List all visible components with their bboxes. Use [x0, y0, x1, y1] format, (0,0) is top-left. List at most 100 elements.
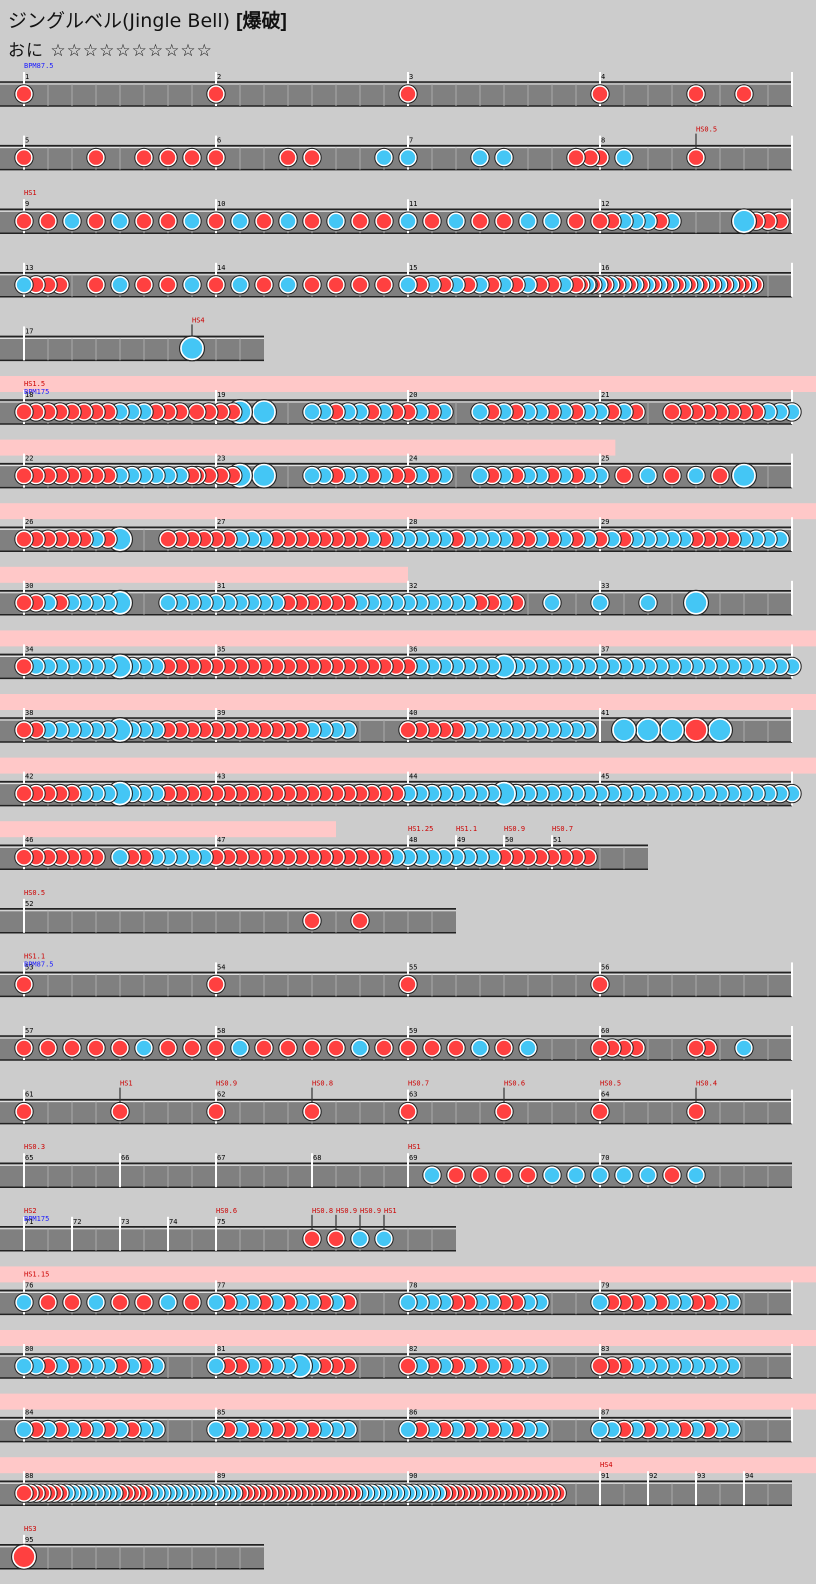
note-outline [86, 211, 106, 231]
note-outline [11, 1543, 37, 1570]
don-note [591, 85, 609, 103]
bar-number: 32 [409, 582, 417, 590]
note-outline [134, 1292, 154, 1313]
don-note [351, 911, 369, 930]
ka-note [519, 212, 537, 230]
note-track [0, 908, 456, 933]
ka-note [159, 1293, 177, 1312]
ka-note [231, 1039, 249, 1057]
don-note [399, 975, 417, 994]
bar-number: 72 [73, 1218, 81, 1226]
don-note [15, 148, 33, 167]
scroll-label: HS1.25 [408, 825, 433, 833]
ka-note [111, 212, 129, 230]
scroll-zone-highlight [0, 503, 816, 520]
bar-number: 88 [25, 1472, 33, 1480]
note-track [0, 1163, 792, 1188]
note-outline [470, 402, 490, 422]
bar-number: 52 [25, 900, 33, 908]
note-outline [446, 1165, 466, 1185]
ka-note [252, 400, 276, 424]
bar-number: 91 [601, 1472, 609, 1480]
scroll-label: HS0.9 [216, 1080, 237, 1088]
don-note [15, 85, 33, 103]
don-note [39, 1293, 57, 1312]
note-outline [230, 275, 250, 295]
scroll-label: HS1.15 [24, 1270, 49, 1278]
note-outline [38, 1292, 58, 1313]
ka-note [303, 403, 321, 421]
note-outline [14, 1356, 34, 1376]
ka-note [375, 1230, 393, 1248]
note-outline [158, 147, 178, 168]
bar-number: 59 [409, 1027, 417, 1035]
ka-note [732, 463, 756, 488]
don-note [591, 1357, 609, 1375]
note-outline [731, 208, 757, 235]
don-note [687, 1102, 705, 1121]
note-outline [614, 1165, 634, 1185]
ka-note [207, 1420, 225, 1439]
bar-number: 65 [25, 1154, 33, 1162]
scroll-label: HS0.5 [24, 889, 45, 897]
note-outline [110, 1038, 130, 1058]
bar-number: 8 [601, 137, 605, 145]
note-outline [686, 147, 706, 168]
note-outline [179, 335, 205, 362]
bar-number: 46 [25, 836, 33, 844]
note-outline [14, 1101, 34, 1122]
ka-note [207, 1293, 225, 1312]
scroll-label: HS1 [24, 189, 37, 197]
don-note [423, 212, 441, 230]
note-outline [158, 211, 178, 231]
don-note [15, 1039, 33, 1057]
bar-number: 26 [25, 518, 33, 526]
note-outline [14, 211, 34, 231]
scroll-label: HS0.6 [504, 1080, 525, 1088]
bar-number: 90 [409, 1472, 417, 1480]
note-outline [206, 1038, 226, 1058]
note-outline [470, 211, 490, 231]
ka-note [303, 466, 321, 485]
note-outline [422, 1038, 442, 1058]
note-outline [686, 1165, 706, 1185]
scroll-label: HS2 [24, 1207, 37, 1215]
note-outline [566, 211, 586, 231]
note-outline [518, 1165, 538, 1185]
ka-note [399, 275, 417, 294]
don-note [255, 212, 273, 230]
note-outline [350, 211, 370, 231]
note-outline [398, 1038, 418, 1058]
don-note [327, 275, 345, 294]
ka-note [15, 1357, 33, 1375]
scroll-label: HS1.1 [24, 952, 45, 960]
note-outline [206, 275, 226, 295]
ka-note [159, 593, 177, 612]
don-note [255, 275, 273, 294]
bar-number: 2 [217, 73, 221, 81]
ka-note [615, 1166, 633, 1184]
don-note [399, 1039, 417, 1057]
note-outline [350, 1038, 370, 1058]
don-note [663, 466, 681, 485]
note-outline [683, 589, 709, 616]
don-note [135, 148, 153, 167]
bar-number: 82 [409, 1345, 417, 1353]
ka-note [591, 1293, 609, 1312]
don-note [471, 212, 489, 230]
ka-note [735, 1039, 753, 1057]
note-outline [374, 211, 394, 231]
bar-number: 47 [217, 836, 225, 844]
note-outline [470, 1165, 490, 1185]
note-track [0, 1544, 264, 1569]
bar-number: 85 [217, 1409, 225, 1417]
don-note [471, 1166, 489, 1184]
note-outline [494, 211, 514, 231]
note-outline [206, 1356, 226, 1376]
don-note [111, 1102, 129, 1121]
ka-note [639, 466, 657, 485]
note-outline [206, 1292, 226, 1313]
ka-note [15, 275, 33, 294]
note-outline [398, 211, 418, 231]
